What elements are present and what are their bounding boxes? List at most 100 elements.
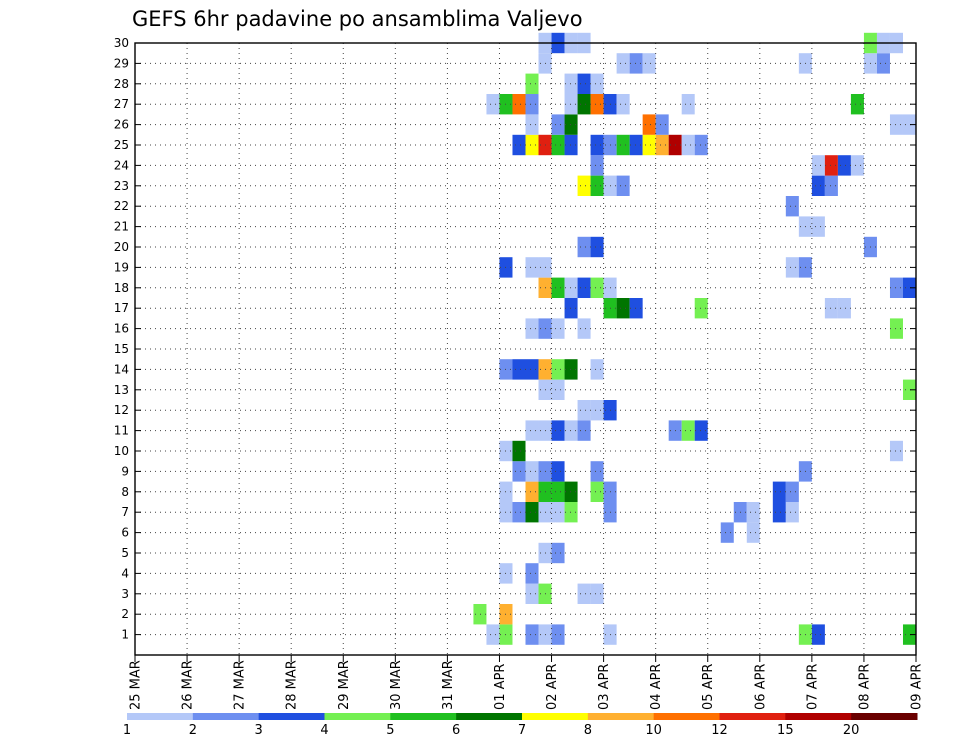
colorbar-swatch xyxy=(127,713,194,720)
x-tick-label: 01 APR xyxy=(493,664,508,710)
colorbar-swatch xyxy=(587,713,655,720)
heatmap-cell xyxy=(473,604,487,625)
heatmap-cell xyxy=(902,277,916,298)
colorbar-label: 7 xyxy=(518,723,526,738)
x-tick-label: 28 MAR xyxy=(285,660,300,710)
heatmap-cell xyxy=(551,542,565,564)
heatmap-cell xyxy=(551,114,565,135)
y-axis: 1234567891011121314151617181920212223242… xyxy=(114,36,916,642)
heatmap-cell xyxy=(551,624,565,645)
heatmap-cell xyxy=(551,379,565,400)
heatmap-cell xyxy=(512,461,526,482)
x-tick-label: 08 APR xyxy=(857,664,872,710)
heatmap-cell xyxy=(525,563,539,584)
colorbar-label: 20 xyxy=(843,723,860,738)
y-tick-label: 24 xyxy=(114,158,129,172)
colorbar-label: 8 xyxy=(584,723,592,738)
heatmap-cell xyxy=(681,420,695,441)
heatmap-cell xyxy=(525,359,539,380)
heatmap-cell xyxy=(512,440,526,462)
heatmap-cell xyxy=(785,502,799,523)
heatmap-cell xyxy=(564,481,578,502)
heatmap-cell xyxy=(681,134,695,156)
heatmap-cell xyxy=(551,461,565,482)
y-tick-label: 1 xyxy=(121,628,129,642)
heatmap-cell xyxy=(551,420,565,441)
heatmap-cell xyxy=(785,481,799,502)
y-tick-label: 14 xyxy=(114,362,129,376)
y-tick-label: 4 xyxy=(121,566,129,580)
x-tick-label: 27 MAR xyxy=(233,660,248,710)
colorbar-label: 5 xyxy=(386,723,394,738)
heatmap-cell xyxy=(590,461,604,482)
heatmap-cell xyxy=(486,94,500,115)
dotted-grid xyxy=(135,43,916,655)
colorbar: 1 2 3 4 5 6 7 8 10 12 15 20 xyxy=(123,713,918,738)
heatmap-cell xyxy=(889,114,903,135)
heatmap-cell xyxy=(616,94,630,115)
y-tick-label: 2 xyxy=(121,607,129,621)
y-tick-label: 3 xyxy=(121,587,129,601)
y-tick-label: 6 xyxy=(121,526,129,540)
heatmap-cell xyxy=(642,134,656,156)
heatmap-cell xyxy=(486,624,500,645)
colorbar-swatch xyxy=(522,713,589,720)
colorbar-swatch xyxy=(851,713,918,720)
heatmap-cell xyxy=(811,624,825,645)
heatmap-cell xyxy=(525,318,539,339)
heatmap-cell xyxy=(824,298,838,319)
heatmap-cell xyxy=(525,502,539,523)
y-tick-label: 11 xyxy=(114,424,129,438)
colorbar-label: 6 xyxy=(452,723,460,738)
heatmap-cell xyxy=(850,155,864,176)
heatmap-cell xyxy=(720,522,734,543)
colorbar-label: 12 xyxy=(711,723,728,738)
heatmap-cell xyxy=(551,134,565,156)
heatmap-cell xyxy=(616,53,630,74)
heatmap-cell xyxy=(850,94,864,115)
heatmap-cell xyxy=(616,175,630,196)
heatmap-cell xyxy=(590,583,604,604)
heatmap-cell xyxy=(525,114,539,135)
heatmap-cell xyxy=(577,175,591,196)
heatmap-cell xyxy=(655,114,669,135)
heatmap-cell xyxy=(564,73,578,94)
colorbar-label: 2 xyxy=(189,723,197,738)
y-tick-label: 30 xyxy=(114,36,129,50)
heatmap-cell xyxy=(564,420,578,441)
heatmap-cell xyxy=(629,53,643,74)
heatmap-cell xyxy=(577,236,591,258)
y-tick-label: 13 xyxy=(114,383,129,397)
colorbar-label: 3 xyxy=(255,723,263,738)
x-tick-label: 30 MAR xyxy=(389,660,404,710)
colorbar-swatch xyxy=(390,713,457,720)
y-tick-label: 27 xyxy=(114,97,129,111)
y-tick-label: 15 xyxy=(114,342,129,356)
colorbar-swatch xyxy=(653,713,720,720)
heatmap-cell xyxy=(564,134,578,156)
heatmap-cell xyxy=(525,73,539,94)
y-tick-label: 17 xyxy=(114,301,129,315)
colorbar-label: 10 xyxy=(645,723,662,738)
y-tick-label: 16 xyxy=(114,322,129,336)
y-tick-label: 19 xyxy=(114,260,129,274)
heatmap-cell xyxy=(824,175,838,196)
heatmap-cell xyxy=(681,94,695,115)
heatmap-cell xyxy=(590,236,604,258)
heatmap-cell xyxy=(889,318,903,339)
y-tick-label: 22 xyxy=(114,199,129,213)
colorbar-swatch xyxy=(719,713,786,720)
y-tick-label: 23 xyxy=(114,179,129,193)
heatmap-cell xyxy=(902,114,916,135)
heatmap-cell xyxy=(551,277,565,298)
heatmap-cell xyxy=(590,134,604,156)
colorbar-label: 15 xyxy=(777,723,794,738)
chart-title: GEFS 6hr padavine po ansamblima Valjevo xyxy=(132,7,583,31)
heatmap-cell xyxy=(564,114,578,135)
heatmap-cell xyxy=(616,134,630,156)
heatmap-cell xyxy=(811,216,825,237)
heatmap-cell xyxy=(837,155,851,176)
x-tick-label: 06 APR xyxy=(753,664,768,710)
heatmap-cell xyxy=(746,502,760,523)
